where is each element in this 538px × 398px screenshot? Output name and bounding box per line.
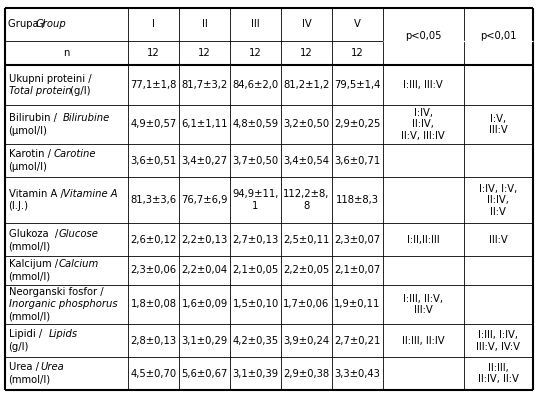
Text: IV: IV (302, 20, 312, 29)
Text: 5,6±0,67: 5,6±0,67 (181, 369, 228, 378)
Text: 1,8±0,08: 1,8±0,08 (131, 300, 176, 310)
Text: 3,1±0,29: 3,1±0,29 (181, 336, 228, 346)
Text: 2,7±0,13: 2,7±0,13 (232, 235, 279, 245)
Text: Total protein: Total protein (9, 86, 71, 96)
Text: Urea /: Urea / (9, 362, 42, 373)
Text: p<0,05: p<0,05 (405, 31, 442, 41)
Text: Karotin /: Karotin / (9, 149, 54, 159)
Text: p<0,01: p<0,01 (480, 31, 516, 41)
Text: (mmol/l): (mmol/l) (9, 241, 51, 251)
Text: 12: 12 (147, 48, 160, 58)
Text: 12: 12 (249, 48, 262, 58)
Text: 84,6±2,0: 84,6±2,0 (232, 80, 279, 90)
Text: 3,4±0,27: 3,4±0,27 (181, 156, 228, 166)
Text: 1,5±0,10: 1,5±0,10 (232, 300, 279, 310)
Text: 1,7±0,06: 1,7±0,06 (284, 300, 330, 310)
Text: 4,8±0,59: 4,8±0,59 (232, 119, 279, 129)
Text: (mmol/l): (mmol/l) (9, 272, 51, 282)
Text: Lipids: Lipids (49, 330, 78, 339)
Text: 4,2±0,35: 4,2±0,35 (232, 336, 279, 346)
Text: Calcium: Calcium (58, 259, 98, 269)
Text: 2,7±0,21: 2,7±0,21 (334, 336, 380, 346)
Text: 77,1±1,8: 77,1±1,8 (131, 80, 177, 90)
Text: 2,6±0,12: 2,6±0,12 (131, 235, 177, 245)
Text: III: III (251, 20, 260, 29)
Text: (g/l): (g/l) (9, 342, 29, 352)
Text: Glukoza  /: Glukoza / (9, 228, 61, 238)
Text: I:V,
III:V: I:V, III:V (489, 113, 507, 135)
Text: 76,7±6,9: 76,7±6,9 (181, 195, 228, 205)
Text: (μmol/l): (μmol/l) (9, 126, 47, 136)
Text: 81,2±1,2: 81,2±1,2 (284, 80, 330, 90)
Text: Urea: Urea (40, 362, 64, 373)
Text: 2,3±0,07: 2,3±0,07 (334, 235, 380, 245)
Text: 81,7±3,2: 81,7±3,2 (181, 80, 228, 90)
Text: 2,3±0,06: 2,3±0,06 (131, 265, 176, 275)
Text: I:IV, I:V,
II:IV,
II:V: I:IV, I:V, II:IV, II:V (479, 183, 518, 217)
Text: 2,2±0,13: 2,2±0,13 (181, 235, 228, 245)
Text: Grupa /: Grupa / (8, 20, 48, 29)
Text: 3,9±0,24: 3,9±0,24 (284, 336, 329, 346)
Text: 3,3±0,43: 3,3±0,43 (335, 369, 380, 378)
Text: Carotine: Carotine (54, 149, 96, 159)
Text: 2,9±0,38: 2,9±0,38 (284, 369, 329, 378)
Text: 3,6±0,71: 3,6±0,71 (334, 156, 380, 166)
Text: (mmol/l): (mmol/l) (9, 312, 51, 322)
Text: I:II,II:III: I:II,II:III (407, 235, 440, 245)
Text: 4,5±0,70: 4,5±0,70 (131, 369, 176, 378)
Text: I:III, II:V,
III:V: I:III, II:V, III:V (404, 294, 443, 315)
Text: Glucose: Glucose (58, 228, 98, 238)
Text: 2,5±0,11: 2,5±0,11 (284, 235, 330, 245)
Text: 79,5±1,4: 79,5±1,4 (334, 80, 380, 90)
Text: 81,3±3,6: 81,3±3,6 (131, 195, 176, 205)
Text: 4,9±0,57: 4,9±0,57 (131, 119, 177, 129)
Text: II:III,
II:IV, II:V: II:III, II:IV, II:V (478, 363, 519, 384)
Text: Bilirubin /: Bilirubin / (9, 113, 60, 123)
Text: Lipidi /: Lipidi / (9, 330, 45, 339)
Text: Ukupni proteini /: Ukupni proteini / (9, 74, 91, 84)
Text: 2,8±0,13: 2,8±0,13 (131, 336, 176, 346)
Text: Bilirubine: Bilirubine (62, 113, 110, 123)
Text: 2,2±0,04: 2,2±0,04 (181, 265, 228, 275)
Text: Vitamine A: Vitamine A (62, 189, 117, 199)
Text: (g/l): (g/l) (67, 86, 90, 96)
Text: Group: Group (36, 20, 67, 29)
Text: III:V: III:V (489, 235, 507, 245)
Text: (μmol/l): (μmol/l) (9, 162, 47, 172)
Text: 6,1±1,11: 6,1±1,11 (181, 119, 228, 129)
Text: 3,7±0,50: 3,7±0,50 (232, 156, 279, 166)
Text: II:III, II:IV: II:III, II:IV (402, 336, 444, 346)
Text: V: V (354, 20, 361, 29)
Text: I:III, III:V: I:III, III:V (404, 80, 443, 90)
Text: 112,2±8,
8: 112,2±8, 8 (284, 189, 330, 211)
Text: (mmol/l): (mmol/l) (9, 375, 51, 385)
Text: 1,9±0,11: 1,9±0,11 (334, 300, 380, 310)
Text: 3,1±0,39: 3,1±0,39 (232, 369, 279, 378)
Text: 2,1±0,07: 2,1±0,07 (334, 265, 380, 275)
Text: 12: 12 (351, 48, 364, 58)
Text: 2,1±0,05: 2,1±0,05 (232, 265, 279, 275)
Text: 1,6±0,09: 1,6±0,09 (181, 300, 228, 310)
Text: 12: 12 (198, 48, 211, 58)
Text: n: n (63, 48, 70, 58)
Text: 2,9±0,25: 2,9±0,25 (334, 119, 380, 129)
Text: I:IV,
II:IV,
II:V, III:IV: I:IV, II:IV, II:V, III:IV (401, 108, 445, 141)
Text: 3,6±0,51: 3,6±0,51 (131, 156, 177, 166)
Text: Vitamin A /: Vitamin A / (9, 189, 67, 199)
Text: 3,2±0,50: 3,2±0,50 (284, 119, 329, 129)
Text: 94,9±11,
1: 94,9±11, 1 (232, 189, 279, 211)
Text: Neorganski fosfor /: Neorganski fosfor / (9, 287, 103, 297)
Text: Kalcijum /: Kalcijum / (9, 259, 61, 269)
Text: I:III, I:IV,
III:V, IV:V: I:III, I:IV, III:V, IV:V (476, 330, 520, 351)
Text: 3,4±0,54: 3,4±0,54 (284, 156, 329, 166)
Text: II: II (202, 20, 208, 29)
Text: Inorganic phosphorus: Inorganic phosphorus (9, 300, 117, 310)
Text: 118±8,3: 118±8,3 (336, 195, 379, 205)
Text: I: I (152, 20, 155, 29)
Text: (I.J.): (I.J.) (9, 201, 29, 211)
Text: 2,2±0,05: 2,2±0,05 (284, 265, 330, 275)
Text: 12: 12 (300, 48, 313, 58)
